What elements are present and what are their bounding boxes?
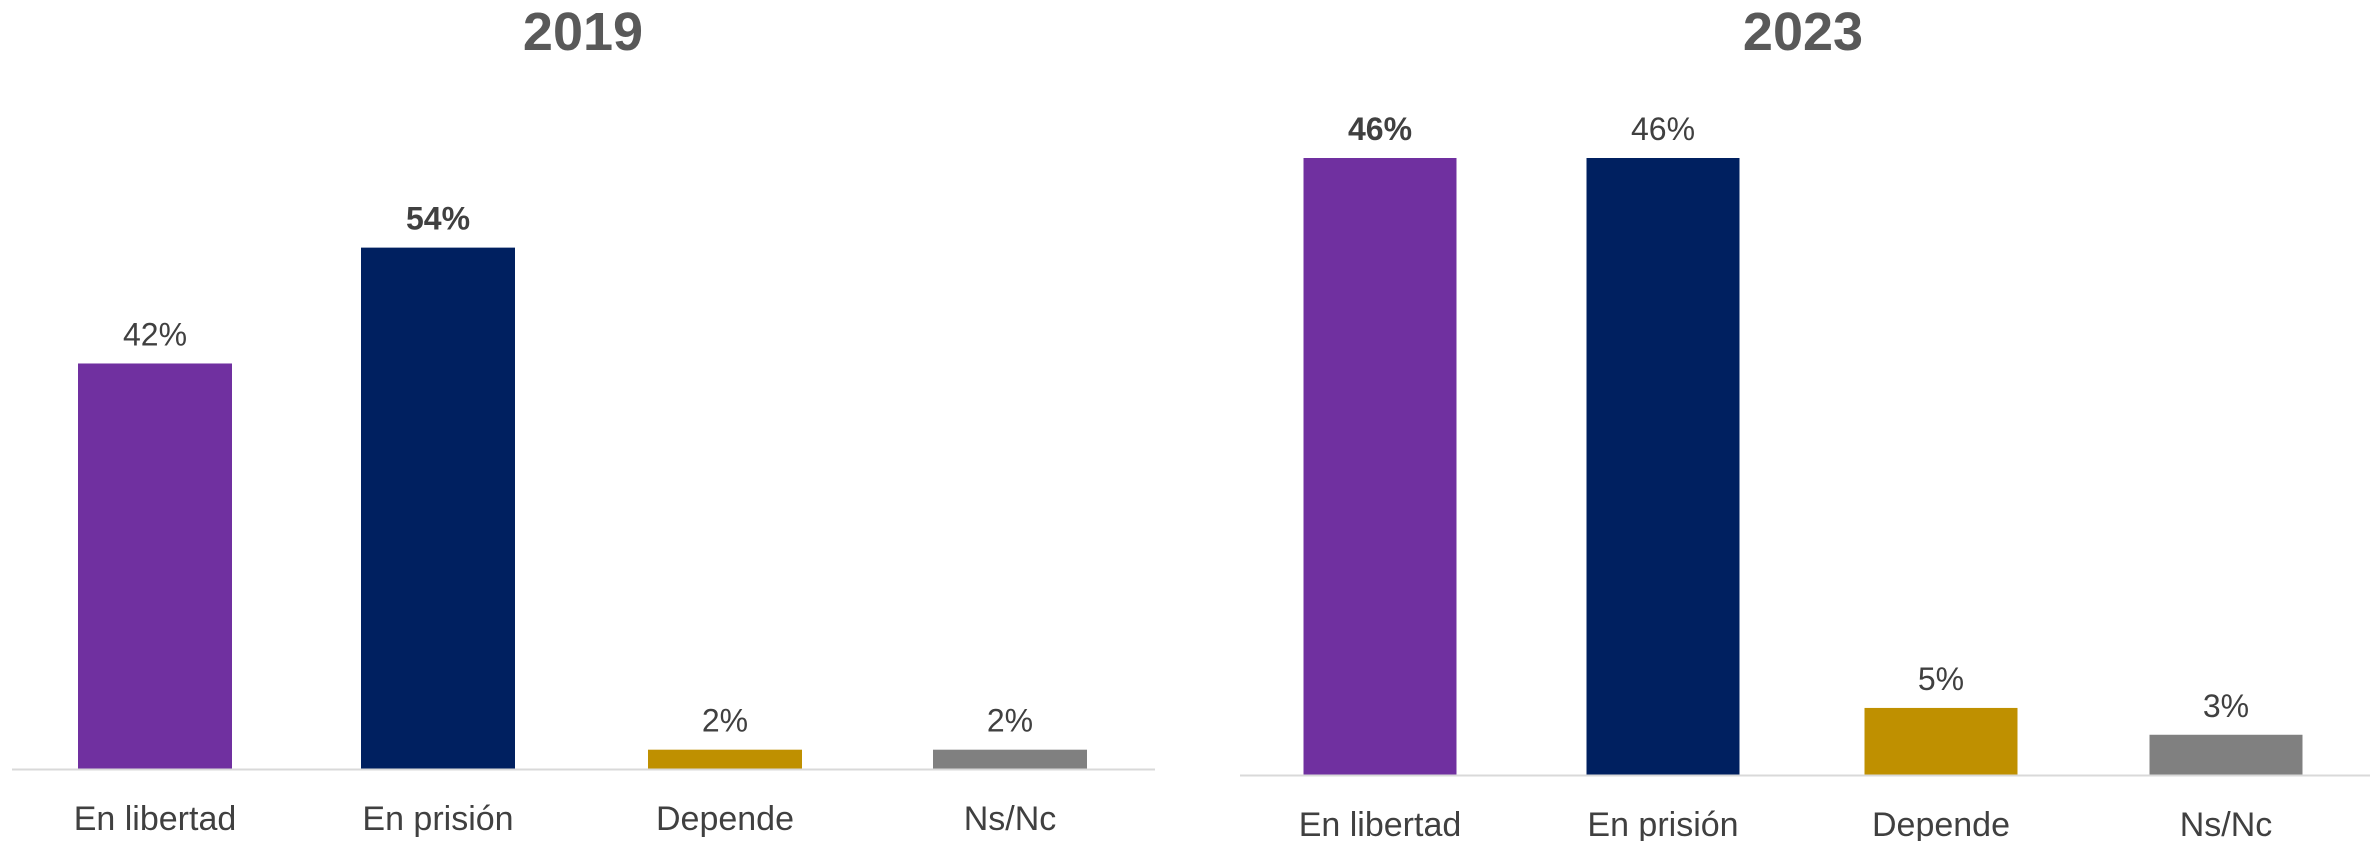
bar-2023-depende xyxy=(1864,707,2018,775)
chart-title-2019: 2019 xyxy=(523,2,643,62)
bar-2019-en-prisi-n xyxy=(361,247,515,769)
data-label-2023-en-libertad: 46% xyxy=(1348,111,1412,147)
category-label-2023-en-libertad: En libertad xyxy=(1299,806,1462,841)
chart-title-2023: 2023 xyxy=(1743,2,1863,62)
bar-2023-en-prisi-n xyxy=(1586,158,1740,775)
category-label-2019-en-libertad: En libertad xyxy=(74,800,237,838)
bar-2023-en-libertad xyxy=(1303,158,1457,775)
category-label-2019-depende: Depende xyxy=(656,800,794,838)
chart-2019: 2019 42% En libertad 54% En prisión 2% Depende… xyxy=(12,2,1155,838)
bar-2019-ns-nc xyxy=(933,749,1087,769)
category-label-2023-en-prisi-n: En prisión xyxy=(1587,806,1738,841)
bar-2023-ns-nc xyxy=(2149,734,2303,775)
data-label-2023-en-prisi-n: 46% xyxy=(1631,111,1695,147)
bar-2019-depende xyxy=(648,749,802,769)
bar-2019-en-libertad xyxy=(78,363,232,769)
data-label-2023-ns-nc: 3% xyxy=(2203,688,2249,724)
data-label-2019-en-libertad: 42% xyxy=(123,316,187,352)
data-label-2019-en-prisi-n: 54% xyxy=(406,201,470,237)
data-label-2019-depende: 2% xyxy=(702,703,748,739)
category-label-2019-en-prisi-n: En prisión xyxy=(362,800,513,838)
category-label-2023-depende: Depende xyxy=(1872,806,2010,841)
category-label-2019-ns-nc: Ns/Nc xyxy=(964,800,1057,838)
data-label-2019-ns-nc: 2% xyxy=(987,703,1033,739)
category-label-2023-ns-nc: Ns/Nc xyxy=(2180,806,2273,841)
data-label-2023-depende: 5% xyxy=(1918,661,1964,697)
chart-2023: 2023 46% En libertad 46% En prisión 5% Depende… xyxy=(1240,2,2370,841)
